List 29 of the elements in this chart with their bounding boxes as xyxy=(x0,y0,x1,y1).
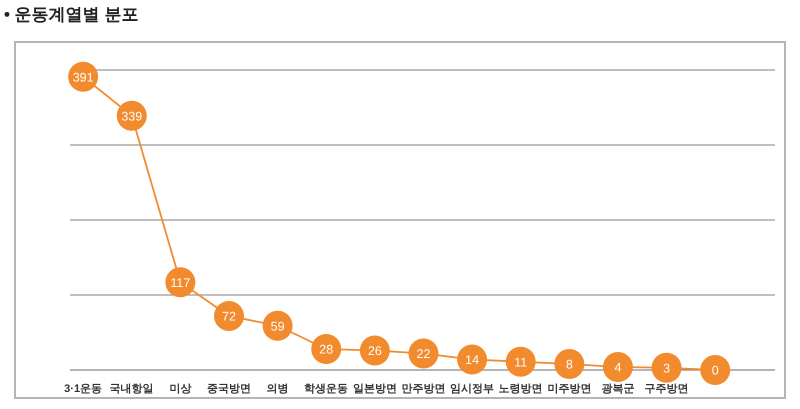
point: 4 xyxy=(602,352,633,382)
data-label: 3 xyxy=(663,361,670,376)
point: 14 xyxy=(457,344,488,374)
data-label: 26 xyxy=(368,344,382,358)
point: 26 xyxy=(360,336,390,366)
point: 391 xyxy=(68,62,98,92)
point: 28 xyxy=(311,334,342,364)
data-label: 59 xyxy=(270,319,285,334)
data-label: 22 xyxy=(416,347,430,361)
point: 8 xyxy=(554,349,584,379)
data-label: 8 xyxy=(566,358,573,372)
point: 11 xyxy=(506,346,536,377)
point: 59 xyxy=(262,310,293,341)
point: 72 xyxy=(214,301,244,331)
point: 0 xyxy=(700,355,730,385)
data-label: 14 xyxy=(465,353,480,367)
point: 22 xyxy=(408,338,438,368)
point: 3 xyxy=(652,352,682,383)
data-label: 391 xyxy=(72,70,94,84)
data-label: 72 xyxy=(222,310,236,324)
data-label: 4 xyxy=(614,360,622,374)
data-label: 11 xyxy=(514,355,528,370)
data-label: 117 xyxy=(170,276,190,290)
data-label: 0 xyxy=(712,364,719,378)
data-label: 339 xyxy=(121,109,142,124)
point: 117 xyxy=(165,267,196,298)
title: • 운동계열별 분포 xyxy=(4,5,138,24)
point: 339 xyxy=(116,100,147,131)
data-label: 28 xyxy=(319,342,334,356)
